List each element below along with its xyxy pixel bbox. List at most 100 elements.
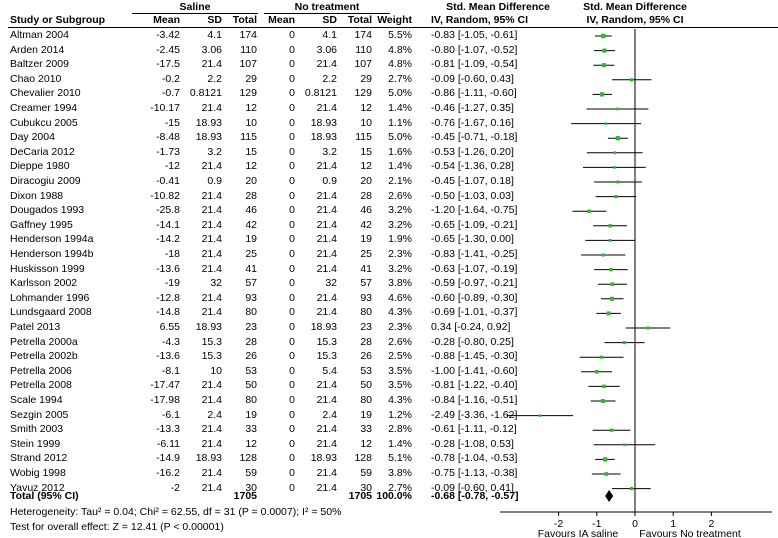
saline-mean: -1.73 <box>156 145 180 158</box>
notreat-total: 12 <box>360 160 372 173</box>
notreat-sd: 18.93 <box>310 321 337 333</box>
saline-mean: -2.45 <box>156 43 180 56</box>
study-marker <box>622 443 626 447</box>
notreat-mean: 0 <box>289 72 295 85</box>
notreat-total: 46 <box>360 204 372 217</box>
notreat-sd: 21.4 <box>316 379 337 392</box>
saline-sd: 21.4 <box>201 423 222 436</box>
heterogeneity-text: Heterogeneity: Tau² = 0.04; Chi² = 62.55… <box>10 506 342 518</box>
saline-total: 29 <box>245 72 257 85</box>
saline-mean: -16.2 <box>156 467 180 479</box>
saline-total: 19 <box>245 233 257 246</box>
study-weight: 3.8% <box>388 277 412 290</box>
saline-sd: 15.3 <box>201 350 222 363</box>
saline-sd: 21.4 <box>201 218 222 231</box>
saline-sd: 21.4 <box>201 291 222 304</box>
study-weight: 4.3% <box>388 394 412 406</box>
study-name: Chevalier 2010 <box>10 87 81 100</box>
study-ci: -0.83 [-1.05, -0.61] <box>431 29 518 41</box>
x-tick-label: -1 <box>592 518 601 530</box>
overall-effect-text: Test for overall effect: Z = 12.41 (P < … <box>10 521 224 533</box>
notreat-sd: 21.4 <box>316 204 337 217</box>
notreat-sd: 4.1 <box>322 29 337 41</box>
study-marker <box>600 92 605 97</box>
saline-mean: -12.8 <box>156 291 180 304</box>
saline-total: 12 <box>245 160 257 173</box>
notreat-mean: 0 <box>289 116 295 129</box>
study-ci: -0.75 [-1.13, -0.38] <box>431 467 518 479</box>
study-name: Diracogiu 2009 <box>10 175 81 187</box>
notreat-sd: 21.4 <box>316 248 337 260</box>
saline-total: 10 <box>245 116 257 129</box>
x-tick-label: 0 <box>632 518 638 530</box>
saline-sd: 0.9 <box>207 175 222 187</box>
study-ci: -0.86 [-1.11, -0.60] <box>431 87 517 100</box>
notreat-total: 29 <box>360 72 372 85</box>
saline-total: 25 <box>245 248 257 260</box>
notreat-mean: 0 <box>289 233 295 246</box>
saline-total: 42 <box>245 218 257 231</box>
smd-group-header: Std. Mean Difference <box>446 1 550 13</box>
study-marker <box>615 136 620 141</box>
notreat-mean: 0 <box>289 218 295 231</box>
saline-mean: -6.11 <box>156 437 180 450</box>
saline-mean: 6.55 <box>159 321 180 333</box>
notreat-mean: 0 <box>289 408 295 421</box>
saline-total: 110 <box>240 43 257 56</box>
notreat-sd: 32 <box>325 277 337 290</box>
notreat-total: 28 <box>360 335 372 348</box>
notreat-total: 10 <box>360 116 372 129</box>
study-marker <box>602 384 606 389</box>
saline-mean: -13.3 <box>156 423 180 436</box>
notreat-sd: 3.06 <box>316 43 337 56</box>
notreat-total: 110 <box>355 43 372 56</box>
notreat-total: 57 <box>360 277 372 290</box>
study-name: Smith 2003 <box>10 423 64 436</box>
study-weight: 2.1% <box>388 175 412 187</box>
study-ci: -0.09 [-0.60, 0.43] <box>431 72 514 85</box>
study-ci: -0.81 [-1.09, -0.54] <box>431 58 518 71</box>
notreat-mean: 0 <box>289 452 295 465</box>
study-name: Arden 2014 <box>10 43 65 56</box>
notreat-total: 59 <box>360 467 372 479</box>
notreat-total: 30 <box>360 481 372 494</box>
saline-total: 93 <box>245 291 257 304</box>
saline-total: 26 <box>245 350 257 363</box>
saline-group-rule <box>132 13 258 14</box>
notreat-mean: 0 <box>289 87 295 100</box>
notreat-group-header: No treatment <box>294 1 360 13</box>
study-ci: -0.09 [-0.60, 0.41] <box>431 481 514 494</box>
study-ci: -0.80 [-1.07, -0.52] <box>431 43 518 56</box>
sd1-column-header: SD <box>207 14 222 26</box>
saline-mean: -14.9 <box>156 452 180 465</box>
saline-mean: -14.2 <box>156 233 180 246</box>
study-marker <box>599 355 603 359</box>
notreat-total: 12 <box>360 102 372 114</box>
saline-group-header: Saline <box>179 1 211 13</box>
study-weight: 2.5% <box>388 350 412 363</box>
saline-mean: -4.3 <box>161 335 180 348</box>
study-weight: 5.0% <box>388 87 412 100</box>
notreat-mean: 0 <box>289 43 295 56</box>
notreat-mean: 0 <box>289 248 295 260</box>
saline-sd: 21.4 <box>201 262 222 275</box>
x-tick-label: 1 <box>670 518 676 530</box>
notreat-total: 41 <box>360 262 372 275</box>
saline-sd: 32 <box>210 277 222 290</box>
notreat-total: 25 <box>360 248 372 260</box>
notreat-sd: 21.4 <box>316 291 337 304</box>
notreat-total: 15 <box>360 145 372 158</box>
study-marker <box>613 151 617 155</box>
study-weight: 3.2% <box>388 204 412 217</box>
study-name: Stein 1999 <box>10 437 61 450</box>
saline-sd: 2.2 <box>207 72 222 85</box>
saline-sd: 21.4 <box>201 58 222 71</box>
notreat-mean: 0 <box>289 58 295 71</box>
notreat-sd: 2.4 <box>322 408 337 421</box>
saline-mean: -0.7 <box>161 87 180 100</box>
total2-column-header: Total <box>347 14 372 26</box>
study-ci: -0.61 [-1.11, -0.12] <box>431 423 517 436</box>
notreat-sd: 3.2 <box>322 145 337 158</box>
study-marker <box>616 180 620 184</box>
